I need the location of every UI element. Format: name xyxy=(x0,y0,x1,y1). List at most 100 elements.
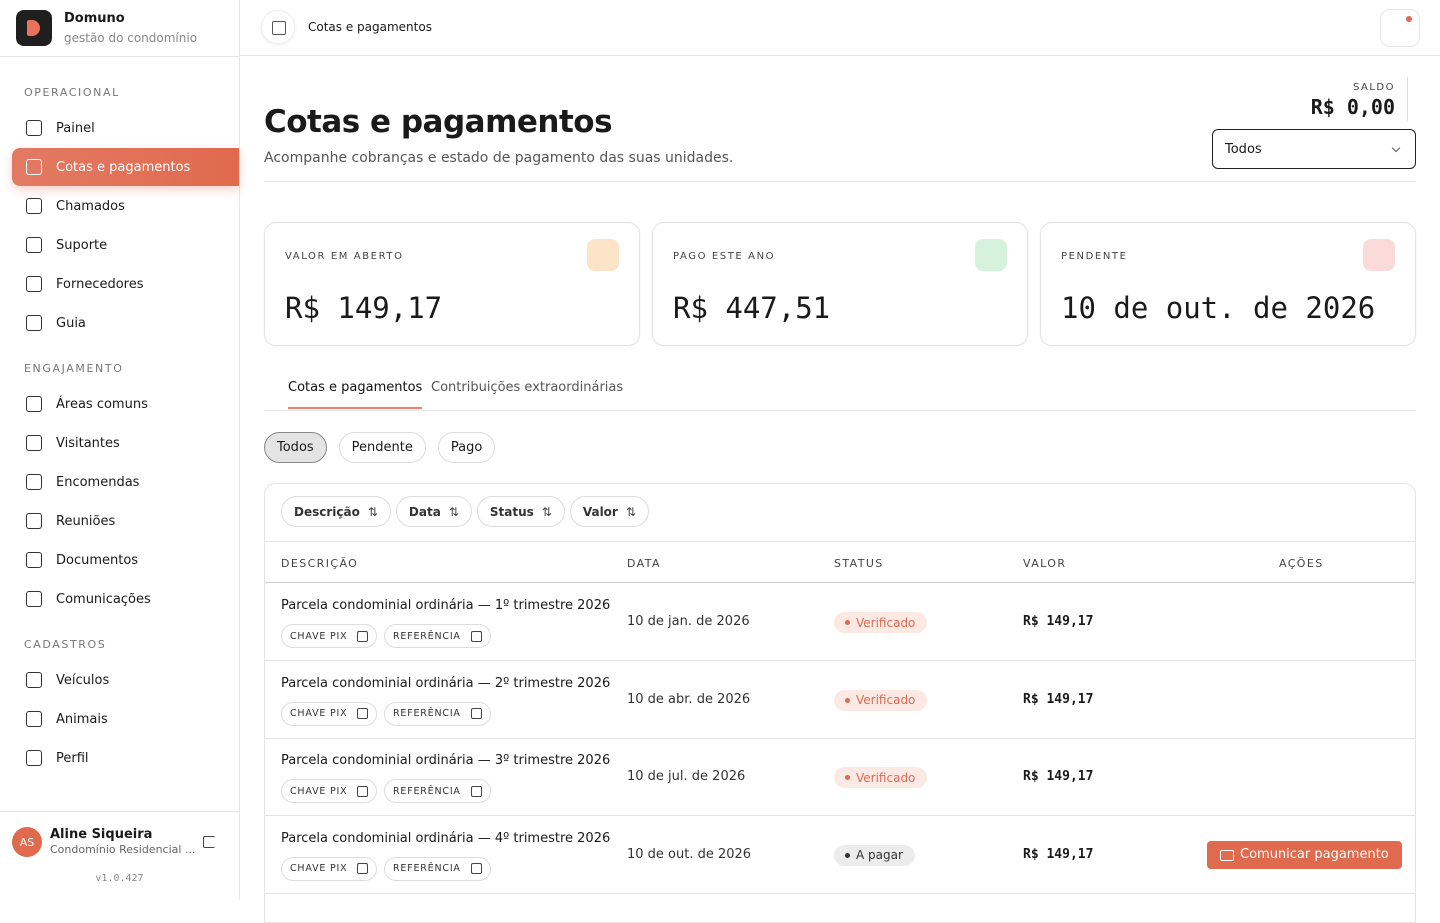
copy-chip[interactable]: REFERÊNCIA xyxy=(384,856,491,881)
chip-label: CHAVE PIX xyxy=(290,708,348,719)
table-row: Parcela condominial ordinária — 1º trime… xyxy=(265,584,1415,661)
chip-label: REFERÊNCIA xyxy=(393,863,461,874)
stat-value: 10 de out. de 2026 xyxy=(1061,291,1376,325)
nav-icon xyxy=(26,198,42,214)
stat-card: PAGO ESTE ANO R$ 447,51 xyxy=(652,222,1028,346)
balance-label: SALDO xyxy=(1352,82,1395,93)
breadcrumb: Cotas e pagamentos xyxy=(308,20,432,34)
copy-chip[interactable]: CHAVE PIX xyxy=(281,701,378,726)
description: Parcela condominial ordinária — 1º trime… xyxy=(281,598,611,613)
tab[interactable]: Cotas e pagamentos xyxy=(288,380,423,409)
stat-card: VALOR EM ABERTO R$ 149,17 xyxy=(264,222,640,346)
nav-item[interactable]: Chamados xyxy=(12,187,239,225)
nav-item[interactable]: Veículos xyxy=(12,661,239,699)
date: 10 de jan. de 2026 xyxy=(627,614,750,629)
copy-icon xyxy=(357,708,369,719)
stat-value: R$ 149,17 xyxy=(285,291,443,325)
chip-label: CHAVE PIX xyxy=(290,785,348,797)
description: Parcela condominial ordinária — 3º trime… xyxy=(281,753,611,768)
chip-label: CHAVE PIX xyxy=(290,863,348,874)
copy-chip[interactable]: REFERÊNCIA xyxy=(384,624,491,648)
copy-icon xyxy=(470,630,482,642)
column-header: DATA xyxy=(627,557,661,570)
copy-chip[interactable]: REFERÊNCIA xyxy=(384,779,491,803)
balance: R$ 0,00 xyxy=(1310,95,1395,119)
sort-icon: ⇅ xyxy=(625,504,636,519)
copy-chip[interactable]: CHAVE PIX xyxy=(281,856,378,881)
nav-section: OPERACIONAL xyxy=(24,86,120,99)
filter-pill[interactable]: Pendente xyxy=(338,432,426,463)
nav-item[interactable]: Painel xyxy=(12,109,239,147)
nav-icon xyxy=(26,159,42,175)
unit-select[interactable]: Todos xyxy=(1212,129,1416,169)
filter-pill[interactable]: Pago xyxy=(437,432,496,463)
action-button[interactable]: Comunicar pagamento xyxy=(1207,840,1402,869)
nav-item[interactable]: Guia xyxy=(12,304,239,342)
sort-button[interactable]: Status ⇅ xyxy=(476,496,565,527)
sort-button[interactable]: Valor ⇅ xyxy=(569,496,649,527)
nav-label: Áreas comuns xyxy=(56,396,148,412)
copy-chip[interactable]: CHAVE PIX xyxy=(281,779,378,803)
nav-label: Reuniões xyxy=(56,513,116,529)
sidebar: Domuno gestão do condomínio OPERACIONAL Pai… xyxy=(0,0,240,900)
nav-item[interactable]: Animais xyxy=(12,700,239,738)
tab[interactable]: Contribuições extraordinárias xyxy=(431,380,624,395)
column-header: STATUS xyxy=(834,557,884,570)
nav-item[interactable]: Suporte xyxy=(12,226,239,264)
nav-item[interactable]: Cotas e pagamentos xyxy=(12,148,239,186)
stat-label: PENDENTE xyxy=(1061,251,1128,262)
nav-item[interactable]: Visitantes xyxy=(12,424,239,462)
nav-item[interactable]: Reuniões xyxy=(12,502,239,540)
nav-label: Veículos xyxy=(56,672,110,688)
user-name: Aline Siqueira xyxy=(50,827,153,842)
status: Verificado xyxy=(834,612,928,633)
sidebar-toggle[interactable] xyxy=(261,10,295,44)
topbar: Cotas e pagamentos xyxy=(240,0,1440,56)
column-header: VALOR xyxy=(1023,557,1067,570)
avatar: AS xyxy=(12,827,42,857)
stat-icon xyxy=(975,239,1007,271)
nav-icon xyxy=(26,750,42,766)
chip-label: REFERÊNCIA xyxy=(393,630,461,642)
nav-icon xyxy=(26,552,42,568)
description: Parcela condominial ordinária — 2º trime… xyxy=(281,675,611,691)
divider xyxy=(0,56,239,57)
nav-item[interactable]: Perfil xyxy=(12,739,239,777)
notifications[interactable] xyxy=(1380,9,1420,47)
nav-item[interactable]: Fornecedores xyxy=(12,265,239,303)
value: R$ 149,17 xyxy=(1023,769,1094,784)
sort-button[interactable]: Data ⇅ xyxy=(395,496,472,527)
nav-icon xyxy=(26,435,42,451)
copy-icon xyxy=(357,630,369,642)
chip-label: REFERÊNCIA xyxy=(393,785,461,797)
nav-item[interactable]: Áreas comuns xyxy=(12,385,239,423)
status: A pagar xyxy=(834,844,915,866)
status: Verificado xyxy=(834,689,928,711)
stat-label: VALOR EM ABERTO xyxy=(285,251,404,262)
copy-icon xyxy=(357,785,369,797)
table-header: DESCRIÇÃO DATA STATUS VALOR AÇÕES xyxy=(265,541,1415,583)
value: R$ 149,17 xyxy=(1023,846,1094,862)
copy-chip[interactable]: CHAVE PIX xyxy=(281,624,378,648)
sort-bar: Descrição ⇅ Data ⇅ Status ⇅ Valor ⇅ xyxy=(281,496,649,527)
filters: Todos Pendente Pago xyxy=(264,432,496,463)
nav-label: Guia xyxy=(56,315,86,331)
stat-card: PENDENTE 10 de out. de 2026 xyxy=(1040,222,1416,346)
filter-pill[interactable]: Todos xyxy=(264,432,327,463)
nav-label: Visitantes xyxy=(56,435,120,451)
copy-chip[interactable]: REFERÊNCIA xyxy=(384,701,491,726)
table-row: Parcela condominial ordinária — 4º trime… xyxy=(265,817,1415,894)
sort-button[interactable]: Descrição ⇅ xyxy=(281,496,391,527)
nav-icon xyxy=(26,237,42,253)
copy-icon xyxy=(470,785,482,797)
nav-section: CADASTROS xyxy=(24,638,107,651)
sort-label: Descrição xyxy=(294,504,360,519)
column-header: DESCRIÇÃO xyxy=(281,557,359,570)
nav-item[interactable]: Documentos xyxy=(12,541,239,579)
column-header: AÇÕES xyxy=(1279,557,1324,570)
nav-item[interactable]: Encomendas xyxy=(12,463,239,501)
nav-item[interactable]: Comunicações xyxy=(12,580,239,618)
logout[interactable] xyxy=(203,836,215,848)
divider xyxy=(264,181,1416,182)
nav-label: Documentos xyxy=(56,552,139,568)
